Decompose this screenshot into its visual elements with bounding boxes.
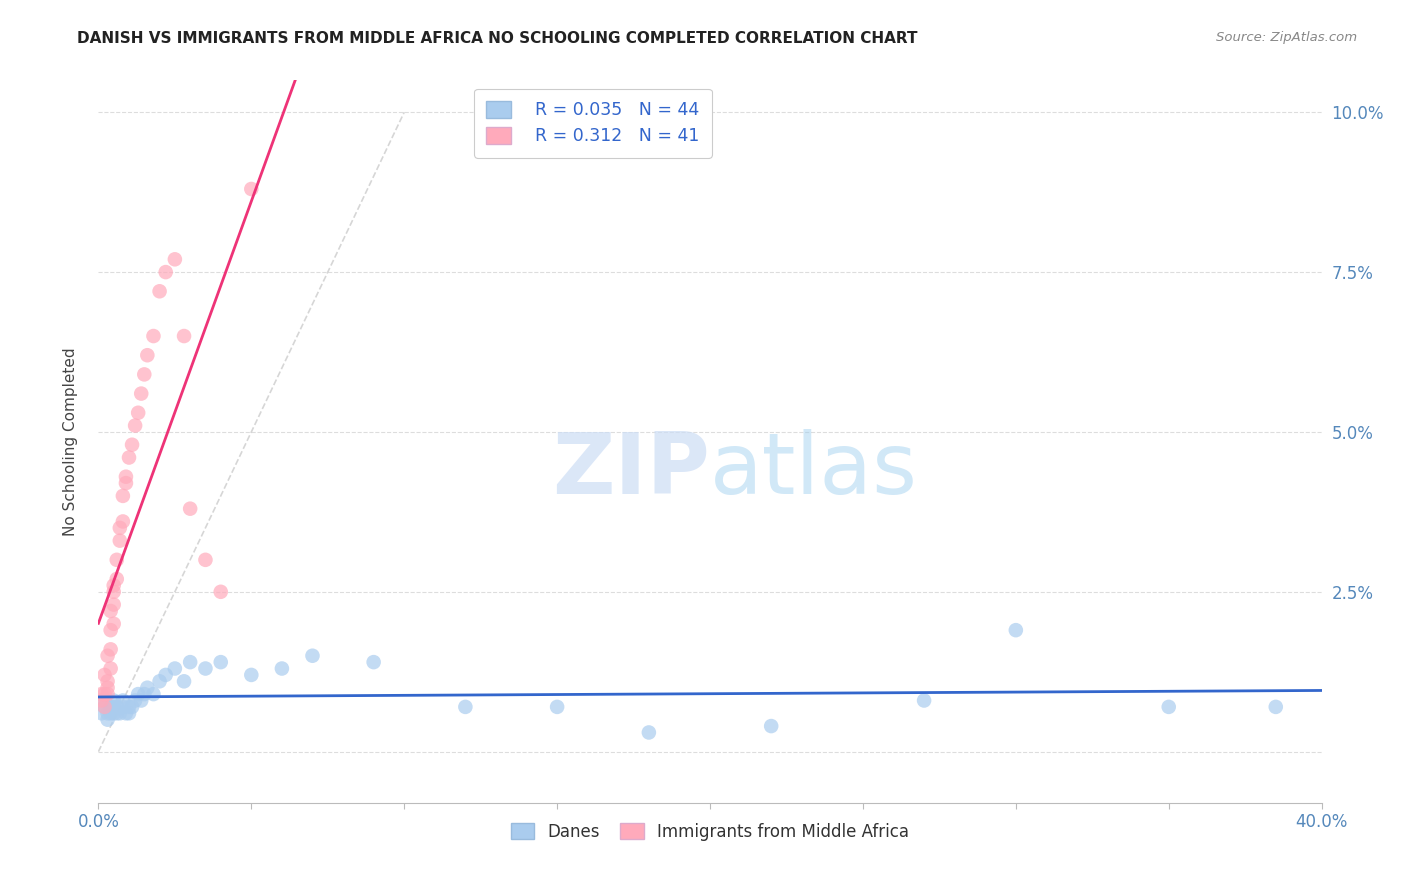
Point — [163, 252, 186, 267]
Point — [1264, 699, 1286, 714]
Text: ZIP: ZIP — [553, 429, 710, 512]
Point — [301, 648, 323, 663]
Point — [97, 648, 120, 663]
Point — [134, 687, 156, 701]
Point — [100, 604, 122, 618]
Point — [546, 699, 568, 714]
Point — [111, 489, 134, 503]
Point — [105, 706, 128, 721]
Point — [108, 533, 131, 548]
Point — [240, 668, 263, 682]
Point — [100, 706, 122, 721]
Point — [136, 681, 159, 695]
Point — [194, 553, 217, 567]
Point — [97, 674, 120, 689]
Point — [111, 693, 134, 707]
Legend: Danes, Immigrants from Middle Africa: Danes, Immigrants from Middle Africa — [499, 811, 921, 852]
Point — [179, 655, 201, 669]
Point — [100, 661, 122, 675]
Point — [90, 693, 112, 707]
Point — [240, 182, 263, 196]
Point — [1157, 699, 1180, 714]
Point — [363, 655, 385, 669]
Point — [100, 623, 122, 637]
Point — [103, 693, 125, 707]
Point — [108, 706, 131, 721]
Point — [149, 285, 172, 299]
Point — [105, 699, 128, 714]
Point — [209, 584, 232, 599]
Point — [173, 329, 195, 343]
Point — [173, 674, 195, 689]
Point — [97, 713, 120, 727]
Point — [118, 699, 141, 714]
Point — [97, 687, 120, 701]
Point — [115, 706, 138, 721]
Point — [115, 476, 138, 491]
Point — [93, 668, 115, 682]
Point — [103, 584, 125, 599]
Text: DANISH VS IMMIGRANTS FROM MIDDLE AFRICA NO SCHOOLING COMPLETED CORRELATION CHART: DANISH VS IMMIGRANTS FROM MIDDLE AFRICA … — [77, 31, 918, 46]
Point — [155, 265, 177, 279]
Point — [111, 515, 134, 529]
Point — [121, 699, 143, 714]
Point — [93, 699, 115, 714]
Point — [105, 572, 128, 586]
Point — [270, 661, 292, 675]
Point — [105, 553, 128, 567]
Point — [93, 693, 115, 707]
Point — [90, 687, 112, 701]
Point — [142, 687, 165, 701]
Y-axis label: No Schooling Completed: No Schooling Completed — [63, 347, 77, 536]
Point — [912, 693, 935, 707]
Point — [118, 450, 141, 465]
Point — [108, 521, 131, 535]
Point — [129, 386, 152, 401]
Point — [103, 598, 125, 612]
Point — [1004, 623, 1026, 637]
Point — [100, 642, 122, 657]
Point — [97, 706, 120, 721]
Text: atlas: atlas — [710, 429, 918, 512]
Point — [142, 329, 165, 343]
Point — [127, 687, 149, 701]
Point — [103, 578, 125, 592]
Point — [155, 668, 177, 682]
Text: Source: ZipAtlas.com: Source: ZipAtlas.com — [1216, 31, 1357, 45]
Point — [759, 719, 782, 733]
Point — [179, 501, 201, 516]
Point — [134, 368, 156, 382]
Point — [97, 681, 120, 695]
Point — [637, 725, 661, 739]
Point — [90, 706, 112, 721]
Point — [118, 706, 141, 721]
Point — [103, 706, 125, 721]
Point — [115, 469, 138, 483]
Point — [124, 418, 146, 433]
Point — [163, 661, 186, 675]
Point — [93, 699, 115, 714]
Point — [111, 699, 134, 714]
Point — [100, 699, 122, 714]
Point — [454, 699, 477, 714]
Point — [129, 693, 152, 707]
Point — [136, 348, 159, 362]
Point — [127, 406, 149, 420]
Point — [103, 616, 125, 631]
Point — [124, 693, 146, 707]
Point — [121, 438, 143, 452]
Point — [103, 699, 125, 714]
Point — [194, 661, 217, 675]
Point — [149, 674, 172, 689]
Point — [209, 655, 232, 669]
Point — [93, 687, 115, 701]
